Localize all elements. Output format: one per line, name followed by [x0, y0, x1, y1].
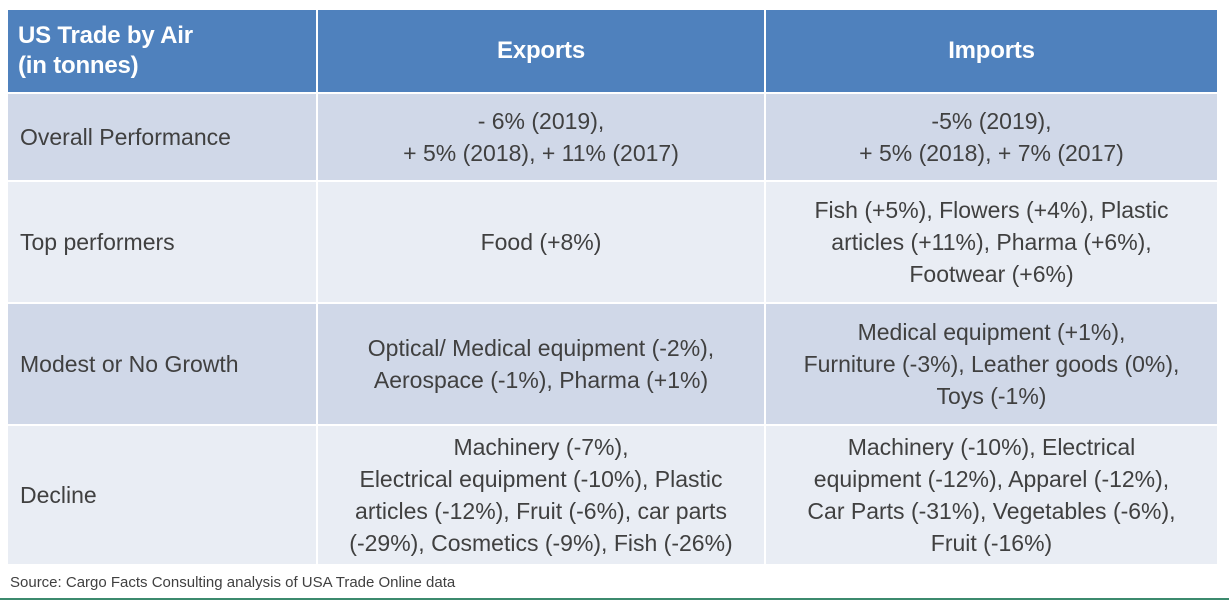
- cell-line: Toys (-1%): [936, 383, 1047, 409]
- cell-line: Fruit (-16%): [930, 530, 1053, 556]
- cell-line: Fish (+5%), Flowers (+4%), Plastic: [814, 197, 1169, 223]
- cell-line: Aerospace (-1%), Pharma (+1%): [373, 367, 709, 393]
- cell-line: + 5% (2018), + 7% (2017): [859, 140, 1124, 166]
- row-top-performers: Top performers Food (+8%) Fish (+5%), Fl…: [8, 182, 1217, 302]
- bottom-divider: [0, 598, 1229, 600]
- imports-cell: -5% (2019), + 5% (2018), + 7% (2017): [766, 94, 1217, 180]
- cell-line: Food (+8%): [480, 229, 602, 255]
- exports-cell: - 6% (2019), + 5% (2018), + 11% (2017): [318, 94, 764, 180]
- exports-cell: Optical/ Medical equipment (-2%), Aerosp…: [318, 304, 764, 424]
- cell-line: Footwear (+6%): [909, 261, 1074, 287]
- cell-line: articles (-12%), Fruit (-6%), car parts: [355, 498, 727, 524]
- table-unit: (in tonnes): [18, 52, 139, 79]
- exports-cell: Machinery (-7%), Electrical equipment (-…: [318, 426, 764, 564]
- row-label: Modest or No Growth: [8, 304, 316, 424]
- trade-table-container: US Trade by Air (in tonnes) Exports Impo…: [6, 8, 1219, 570]
- table-title-cell: US Trade by Air (in tonnes): [8, 10, 316, 92]
- cell-line: Optical/ Medical equipment (-2%),: [367, 335, 715, 361]
- cell-line: - 6% (2019),: [477, 108, 605, 134]
- row-label: Overall Performance: [8, 94, 316, 180]
- cell-line: articles (+11%), Pharma (+6%),: [831, 229, 1152, 255]
- cell-line: Machinery (-10%), Electrical: [847, 434, 1136, 460]
- row-decline: Decline Machinery (-7%), Electrical equi…: [8, 426, 1217, 564]
- exports-cell: Food (+8%): [318, 182, 764, 302]
- header-row: US Trade by Air (in tonnes) Exports Impo…: [8, 10, 1217, 92]
- cell-line: equipment (-12%), Apparel (-12%),: [813, 466, 1170, 492]
- row-label: Decline: [8, 426, 316, 564]
- imports-cell: Machinery (-10%), Electrical equipment (…: [766, 426, 1217, 564]
- row-modest-or-no-growth: Modest or No Growth Optical/ Medical equ…: [8, 304, 1217, 424]
- cell-line: Car Parts (-31%), Vegetables (-6%),: [807, 498, 1176, 524]
- exports-column-header: Exports: [318, 10, 764, 92]
- cell-line: Electrical equipment (-10%), Plastic: [359, 466, 723, 492]
- cell-line: + 5% (2018), + 11% (2017): [403, 140, 679, 166]
- imports-cell: Medical equipment (+1%), Furniture (-3%)…: [766, 304, 1217, 424]
- row-overall-performance: Overall Performance - 6% (2019), + 5% (2…: [8, 94, 1217, 180]
- imports-cell: Fish (+5%), Flowers (+4%), Plastic artic…: [766, 182, 1217, 302]
- cell-line: Machinery (-7%),: [453, 434, 629, 460]
- row-label: Top performers: [8, 182, 316, 302]
- source-note: Source: Cargo Facts Consulting analysis …: [10, 574, 456, 591]
- cell-line: -5% (2019),: [931, 108, 1052, 134]
- cell-line: Medical equipment (+1%),: [857, 319, 1126, 345]
- table-title: US Trade by Air: [18, 22, 193, 49]
- us-air-trade-table: US Trade by Air (in tonnes) Exports Impo…: [6, 8, 1219, 566]
- cell-line: (-29%), Cosmetics (-9%), Fish (-26%): [349, 530, 733, 556]
- cell-line: Furniture (-3%), Leather goods (0%),: [803, 351, 1180, 377]
- imports-column-header: Imports: [766, 10, 1217, 92]
